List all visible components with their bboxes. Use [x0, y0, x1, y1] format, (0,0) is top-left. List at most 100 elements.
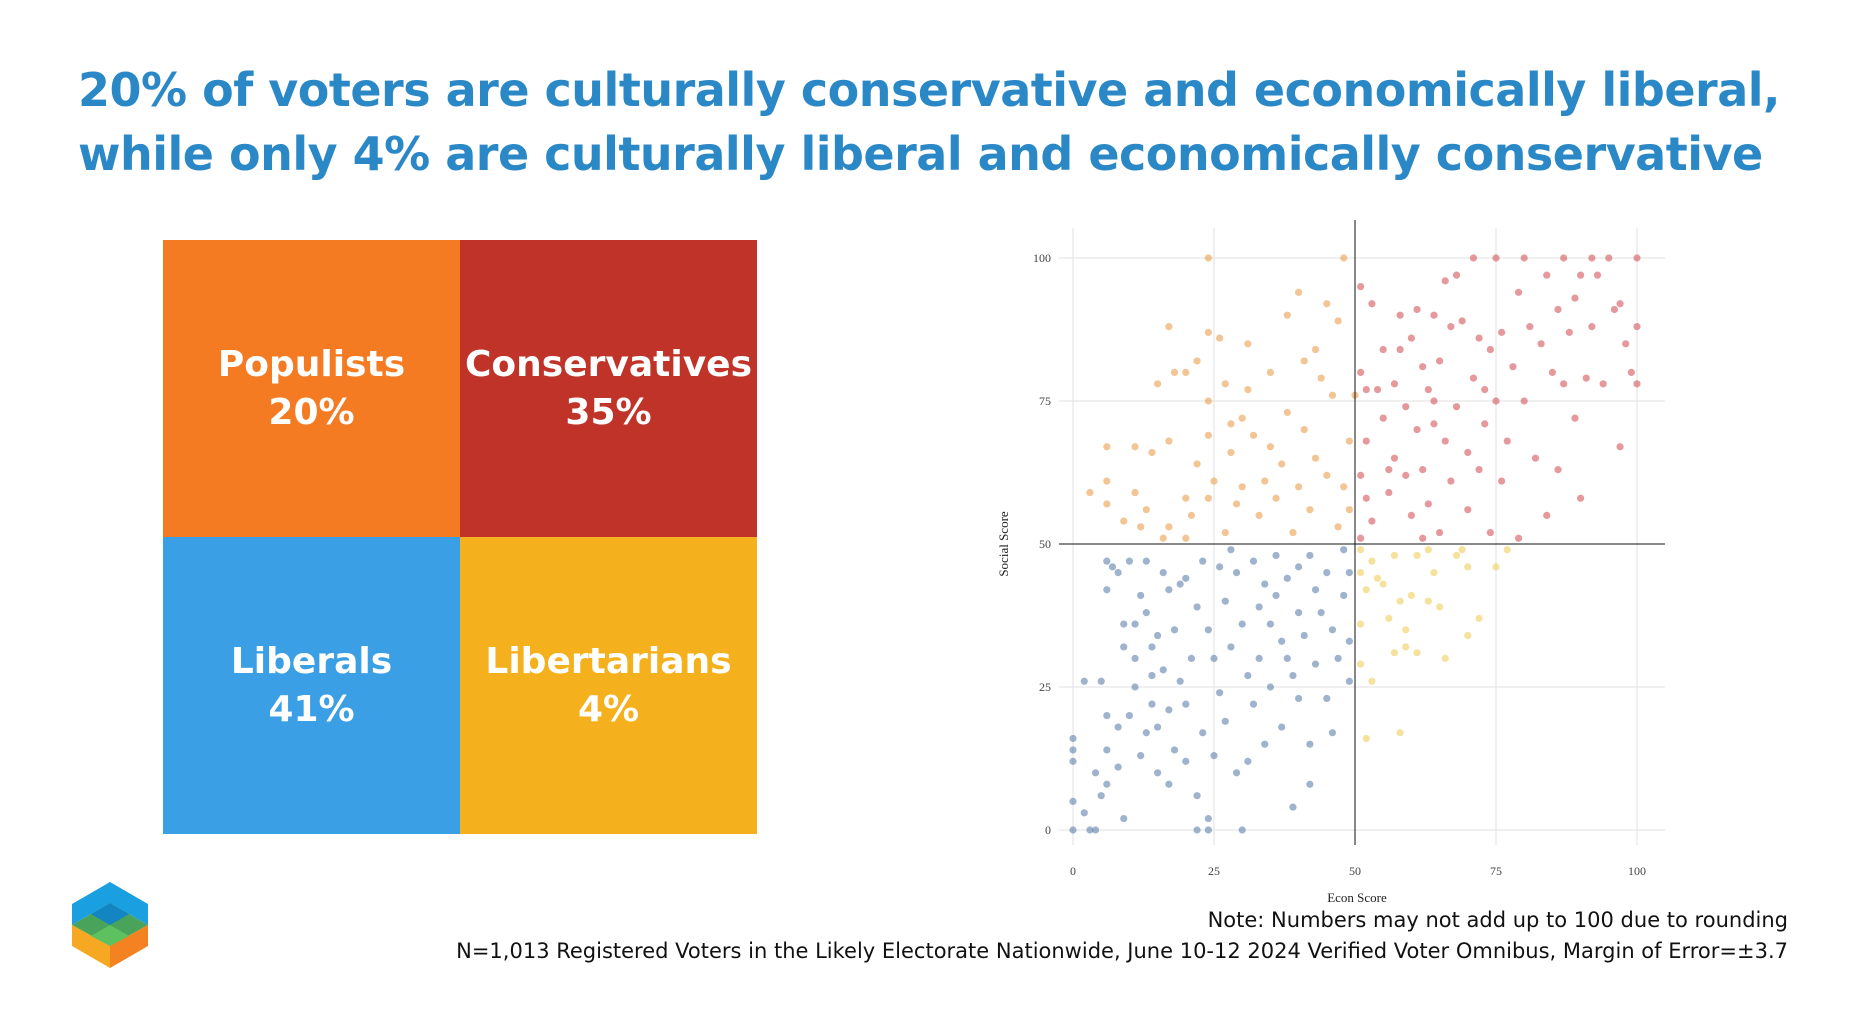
scatter-point-libertarians [1357, 546, 1365, 554]
scatter-point-liberals [1114, 569, 1122, 577]
scatter-point-libertarians [1424, 546, 1432, 554]
scatter-point-populists [1283, 311, 1291, 319]
scatter-point-conservatives [1627, 368, 1635, 376]
scatter-point-liberals [1176, 677, 1184, 685]
scatter-point-libertarians [1373, 574, 1382, 582]
scatter-point-liberals [1069, 797, 1077, 806]
page-title: 20% of voters are culturally conservativ… [78, 58, 1838, 186]
scatter-point-populists [1266, 443, 1274, 451]
scatter-point-liberals [1148, 700, 1156, 708]
scatter-point-liberals [1137, 752, 1145, 760]
scatter-point-conservatives [1605, 254, 1613, 262]
scatter-point-liberals [1137, 591, 1145, 600]
scatter-point-libertarians [1402, 626, 1410, 634]
scatter-point-conservatives [1492, 397, 1500, 405]
scatter-point-liberals [1170, 626, 1179, 634]
scatter-point-liberals [1182, 757, 1190, 765]
scatter-point-liberals [1097, 792, 1105, 800]
scatter-point-conservatives [1509, 363, 1517, 371]
scatter-point-liberals [1120, 814, 1128, 823]
scatter-point-liberals [1182, 574, 1190, 582]
scatter-point-liberals [1232, 569, 1241, 577]
scatter-point-conservatives [1419, 466, 1427, 474]
scatter-point-populists [1187, 511, 1196, 519]
scatter-point-libertarians [1368, 677, 1376, 685]
scatter-point-conservatives [1481, 420, 1489, 428]
scatter-point-libertarians [1452, 551, 1461, 560]
footnote-source: N=1,013 Registered Voters in the Likely … [456, 939, 1788, 963]
scatter-point-libertarians [1413, 649, 1421, 657]
scatter-point-conservatives [1554, 305, 1562, 314]
scatter-point-populists [1204, 328, 1212, 336]
scatter-point-liberals [1238, 620, 1246, 628]
scatter-point-liberals [1120, 620, 1128, 628]
scatter-point-populists [1283, 408, 1291, 417]
scatter-point-populists [1120, 517, 1128, 525]
scatter-point-conservatives [1633, 323, 1641, 331]
scatter-point-conservatives [1424, 385, 1432, 394]
scatter-point-conservatives [1402, 403, 1410, 411]
scatter-point-conservatives [1610, 305, 1619, 314]
scatter-point-liberals [1159, 666, 1167, 674]
scatter-point-conservatives [1543, 271, 1551, 279]
scatter-point-liberals [1272, 551, 1280, 560]
scatter-point-populists [1238, 414, 1246, 422]
scatter-point-liberals [1103, 712, 1111, 720]
scatter-point-liberals [1244, 757, 1252, 765]
scatter-point-conservatives [1430, 420, 1438, 428]
scatter-point-conservatives [1447, 477, 1455, 485]
scatter-point-conservatives [1430, 311, 1438, 319]
scatter-point-liberals [1154, 631, 1162, 640]
cell-percent: 41% [268, 688, 355, 730]
scatter-point-conservatives [1486, 345, 1494, 354]
scatter-point-liberals [1193, 603, 1201, 611]
scatter-point-populists [1300, 426, 1308, 434]
scatter-point-populists [1182, 534, 1190, 542]
cell-label: Populists [217, 343, 406, 385]
scatter-point-libertarians [1357, 569, 1365, 577]
scatter-point-liberals [1159, 569, 1167, 577]
scatter-point-conservatives [1396, 311, 1404, 319]
scatter-point-conservatives [1464, 506, 1472, 514]
scatter-point-libertarians [1390, 649, 1399, 657]
scatter-point-populists [1182, 494, 1190, 502]
scatter-point-populists [1295, 288, 1303, 296]
scatter-point-liberals [1300, 631, 1308, 640]
scatter-point-populists [1165, 523, 1173, 531]
scatter-point-conservatives [1436, 528, 1444, 537]
scatter-point-liberals [1227, 643, 1235, 651]
scatter-point-libertarians [1402, 643, 1410, 651]
scatter-point-populists [1323, 300, 1331, 308]
scatter-point-liberals [1120, 643, 1128, 651]
scatter-point-liberals [1345, 677, 1353, 685]
scatter-point-liberals [1086, 826, 1094, 834]
scatter-point-liberals [1210, 752, 1218, 760]
scatter-point-liberals [1244, 671, 1252, 680]
scatter-point-populists [1159, 534, 1167, 542]
scatter-point-populists [1170, 368, 1179, 376]
scatter-point-liberals [1238, 826, 1246, 834]
scatter-point-populists [1103, 477, 1111, 485]
scatter-point-liberals [1306, 740, 1314, 748]
cell-percent: 35% [565, 391, 652, 433]
scatter-point-conservatives [1503, 437, 1511, 445]
scatter-point-populists [1289, 528, 1297, 537]
scatter-point-liberals [1345, 569, 1353, 577]
scatter-point-liberals [1091, 826, 1100, 834]
scatter-point-conservatives [1390, 380, 1399, 388]
cell-percent: 4% [577, 688, 640, 730]
scatter-point-populists [1103, 500, 1111, 508]
scatter-point-conservatives [1526, 323, 1534, 331]
scatter-point-conservatives [1548, 368, 1556, 376]
scatter-point-libertarians [1362, 586, 1370, 594]
scatter-point-populists [1295, 483, 1303, 491]
scatter-point-conservatives [1481, 385, 1489, 394]
scatter-point-conservatives [1514, 288, 1523, 296]
scatter-point-conservatives [1436, 357, 1444, 365]
scatter-point-populists [1311, 345, 1320, 354]
scatter-point-conservatives [1385, 466, 1393, 474]
scatter-point-conservatives [1419, 363, 1427, 371]
scatter-point-conservatives [1475, 466, 1483, 474]
scatter-point-liberals [1193, 826, 1201, 834]
cell-percent: 20% [268, 391, 355, 433]
